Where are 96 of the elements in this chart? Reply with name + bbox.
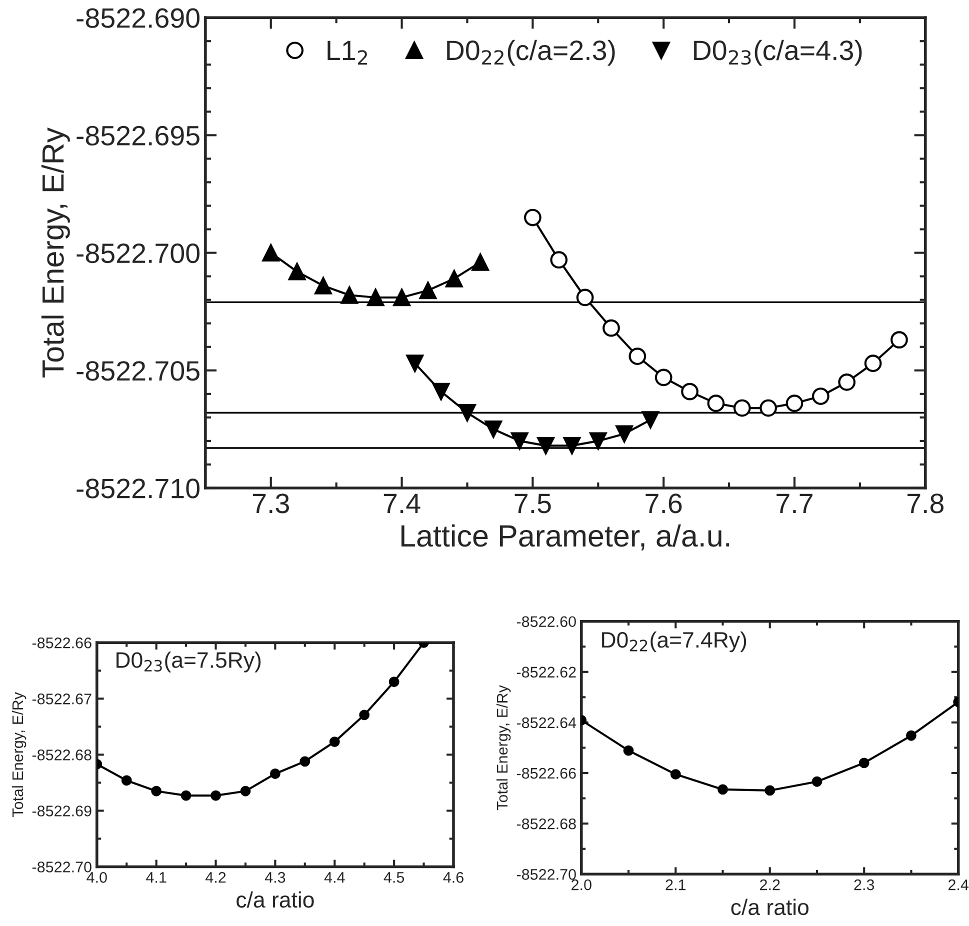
x-axis-title: Lattice Parameter, a/a.u. — [401, 524, 730, 550]
point — [764, 785, 776, 796]
x-tick-label: 7.6 — [646, 494, 682, 514]
x-tick-label: 4.2 — [205, 872, 226, 883]
x-tick-label: 7.7 — [776, 494, 812, 513]
x-tick-label: 7.4 — [384, 494, 420, 513]
y-tick-label: -8522.695 — [76, 126, 200, 146]
point — [180, 790, 192, 801]
point — [366, 288, 384, 306]
point — [576, 288, 594, 306]
point — [681, 382, 698, 400]
point — [537, 436, 554, 454]
point — [262, 244, 280, 262]
point — [589, 432, 607, 450]
legend-label: D0$_{23}$(c/a=4.3) — [694, 40, 862, 66]
y-axis-title: Total Energy, E/Ry — [12, 692, 26, 818]
point — [563, 436, 581, 454]
y-tick-label: -8522.67 — [32, 694, 92, 704]
y-tick-label: -8522.66 — [516, 768, 576, 779]
point — [472, 254, 490, 271]
x-tick-label: 4.0 — [86, 872, 107, 883]
point — [670, 769, 681, 780]
point — [616, 425, 633, 443]
y-tick-label: -8522.705 — [76, 361, 200, 381]
x-tick-label: 7.8 — [908, 494, 944, 514]
point — [524, 208, 542, 226]
x-tick-label: 4.6 — [443, 872, 464, 883]
point — [270, 768, 280, 779]
x-tick-label: 7.3 — [253, 494, 289, 514]
point — [812, 388, 830, 405]
point — [458, 404, 476, 422]
x-tick-label: 4.3 — [264, 872, 286, 883]
point — [388, 676, 400, 688]
annotation: D0$_{22}$(a=7.4Ry) — [602, 631, 746, 652]
point — [151, 786, 162, 796]
y-axis-title: Total Energy, E/Ry — [41, 127, 70, 378]
point — [393, 288, 410, 306]
point — [406, 354, 424, 372]
point — [550, 251, 568, 269]
point — [623, 745, 634, 756]
point — [329, 736, 340, 748]
x-axis-title: c/a ratio — [731, 898, 808, 916]
point — [654, 368, 672, 386]
x-tick-label: 2.2 — [760, 879, 780, 890]
point — [602, 319, 620, 337]
point — [786, 394, 804, 412]
y-tick-label: -8522.66 — [32, 638, 92, 648]
point — [340, 286, 358, 304]
y-tick-label: -8522.710 — [76, 478, 200, 498]
x-axis-title: c/a ratio — [236, 891, 314, 908]
point — [300, 756, 310, 767]
point — [890, 331, 908, 349]
point — [733, 399, 751, 417]
point — [419, 282, 437, 300]
point — [445, 270, 463, 288]
y-tick-label: -8522.60 — [516, 616, 576, 628]
y-tick-label: -8522.68 — [516, 818, 576, 830]
y-tick-label: -8522.690 — [76, 8, 200, 28]
point — [240, 786, 251, 796]
x-tick-label: 4.5 — [384, 872, 404, 883]
point — [121, 775, 132, 786]
y-tick-label: -8522.700 — [76, 243, 200, 264]
y-tick-label: -8522.64 — [516, 717, 576, 728]
y-tick-label: -8522.69 — [32, 806, 92, 816]
x-tick-label: 2.0 — [572, 879, 592, 890]
point — [707, 394, 725, 412]
y-tick-label: -8522.70 — [32, 862, 92, 872]
point — [838, 373, 856, 391]
point — [718, 784, 728, 795]
y-axis-title: Total Energy, E/Ry — [496, 685, 511, 810]
point — [642, 411, 660, 428]
x-tick-label: 4.4 — [324, 872, 345, 883]
legend-label: D0$_{22}$(c/a=2.3) — [447, 40, 615, 66]
x-tick-label: 2.1 — [666, 879, 686, 890]
x-tick-label: 2.3 — [854, 879, 874, 890]
point — [314, 277, 332, 294]
point — [628, 348, 646, 365]
point — [760, 399, 777, 417]
x-tick-label: 7.5 — [514, 494, 551, 514]
y-tick-label: -8522.70 — [516, 869, 576, 880]
point — [432, 382, 450, 400]
x-tick-label: 2.4 — [948, 879, 969, 890]
point — [864, 354, 882, 372]
point — [484, 420, 502, 438]
x-tick-label: 4.1 — [146, 872, 166, 883]
point — [359, 710, 370, 720]
point — [906, 730, 916, 741]
point — [812, 776, 822, 787]
y-tick-label: -8522.68 — [32, 750, 92, 760]
y-tick-label: -8522.62 — [516, 666, 576, 678]
point — [510, 432, 528, 450]
legend-label: L1$_{2}$ — [328, 40, 367, 65]
point — [210, 790, 221, 801]
annotation: D0$_{23}$(a=7.5Ry) — [116, 652, 261, 672]
point — [288, 262, 306, 280]
point — [858, 758, 870, 768]
